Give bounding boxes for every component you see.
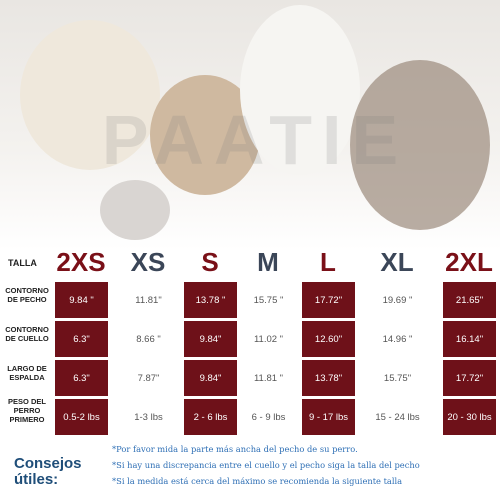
row-label: CONTORNO DE PECHO [5, 286, 49, 304]
size-value: 9.84" [184, 321, 237, 357]
size-value: 9 - 17 lbs [302, 399, 355, 435]
size-value: 16.14" [443, 321, 496, 357]
size-value: 14.96 " [382, 333, 413, 345]
size-value: 9.84 " [55, 282, 108, 318]
size-value: 13.78" [302, 360, 355, 396]
size-value: 1-3 lbs [134, 411, 163, 423]
size-value: 7.87" [137, 372, 160, 384]
tip-item: *Por favor mida la parte más ancha del p… [112, 444, 358, 454]
size-value: 6.3" [55, 360, 108, 396]
size-header: 2XL [445, 247, 493, 277]
size-value: 0.5-2 lbs [55, 399, 108, 435]
watermark: PAATIE [101, 101, 409, 179]
dogs-photo [0, 0, 500, 250]
size-value: 9.84" [184, 360, 237, 396]
size-value: 6.3" [55, 321, 108, 357]
size-value: 15 - 24 lbs [375, 411, 420, 423]
header-label: TALLA [8, 258, 37, 268]
size-value: 2 - 6 lbs [184, 399, 237, 435]
size-value: 19.69 " [382, 294, 413, 306]
row-label: PESO DEL PERRO PRIMERO [8, 397, 46, 424]
row-label: CONTORNO DE CUELLO [5, 325, 49, 343]
size-value: 21.65" [443, 282, 496, 318]
size-value: 8.66 " [136, 333, 161, 345]
size-value: 17.72" [443, 360, 496, 396]
size-header: S [201, 247, 219, 277]
size-value: 11.02 " [253, 333, 284, 345]
size-value: 17.72" [302, 282, 355, 318]
size-header: XS [130, 247, 166, 277]
size-header: XL [380, 247, 414, 277]
size-value: 12.60" [302, 321, 355, 357]
size-value: 15.75 " [253, 294, 284, 306]
size-header: 2XS [56, 247, 106, 277]
size-value: 11.81 " [253, 372, 284, 384]
size-value: 20 - 30 lbs [443, 399, 496, 435]
size-value: 13.78 " [184, 282, 237, 318]
tips-title: Consejos útiles: [14, 455, 82, 487]
size-value: 15.75" [383, 372, 412, 384]
size-value: 11.81" [135, 294, 162, 306]
size-header: M [257, 247, 279, 277]
size-value: 6 - 9 lbs [251, 411, 286, 423]
tip-item: *Si hay una discrepancia entre el cuello… [112, 460, 420, 470]
size-header: L [320, 247, 336, 277]
tip-item: *Si la medida está cerca del máximo se r… [112, 476, 403, 486]
row-label: LARGO DE ESPALDA [7, 364, 47, 382]
